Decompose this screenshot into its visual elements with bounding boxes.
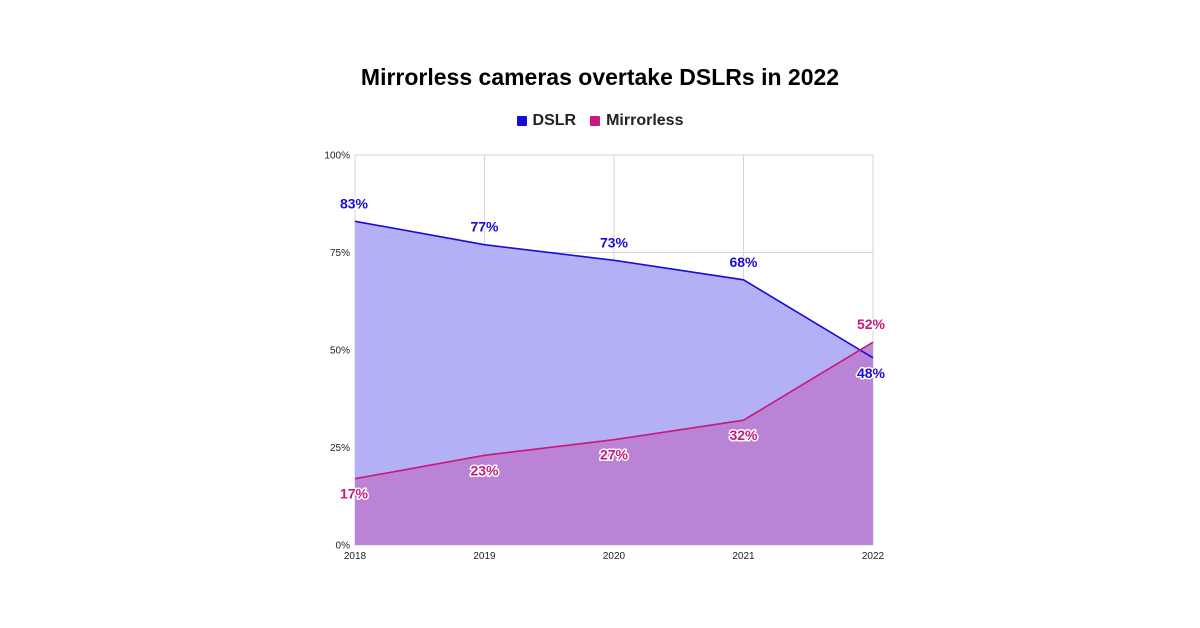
chart-title: Mirrorless cameras overtake DSLRs in 202…: [360, 64, 840, 90]
legend: DSLR Mirrorless: [0, 112, 1200, 130]
x-tick-label: 2020: [603, 551, 626, 562]
data-labels: 83% 17% 77% 23% 73% 27% 68% 32% 48% 52%: [338, 194, 887, 503]
line-dslr: [354, 220, 874, 359]
x-tick-label: 2022: [862, 551, 885, 562]
data-label-mirrorless: 17%: [340, 486, 369, 502]
y-tick-label: 50%: [330, 346, 350, 357]
legend-label-dslr: DSLR: [532, 112, 577, 129]
x-tick-label: 2019: [473, 551, 496, 562]
area-mirrorless: [355, 342, 873, 545]
legend-item-mirrorless[interactable]: Mirrorless: [590, 112, 683, 130]
y-tick-label: 100%: [324, 151, 350, 162]
legend-swatch-mirrorless: [590, 116, 601, 126]
data-label-mirrorless: 23%: [470, 462, 499, 478]
x-tick-label: 2021: [732, 551, 755, 562]
data-label-dslr: 83%: [340, 195, 369, 211]
areas: [355, 221, 873, 546]
y-tick-label: 0%: [336, 541, 351, 552]
lines: [354, 220, 874, 480]
data-label-mirrorless: 32%: [729, 427, 758, 443]
legend-swatch-dslr: [516, 116, 527, 126]
data-label-mirrorless: 27%: [600, 447, 629, 463]
data-label-dslr: 77%: [470, 219, 499, 235]
data-label-dslr: 68%: [729, 254, 758, 270]
line-mirrorless: [354, 341, 874, 480]
x-tick-label: 2018: [344, 551, 367, 562]
data-label-dslr: 73%: [600, 234, 629, 250]
data-label-mirrorless: 52%: [857, 316, 886, 332]
legend-item-dslr[interactable]: DSLR: [516, 112, 577, 130]
data-label-dslr: 48%: [857, 365, 886, 381]
axis-ticks: 0% 25% 50% 75% 100% 2018 2019 2020 2021 2022: [324, 151, 884, 563]
y-tick-label: 25%: [330, 443, 350, 454]
legend-label-mirrorless: Mirrorless: [606, 112, 684, 129]
y-tick-label: 75%: [330, 248, 350, 259]
